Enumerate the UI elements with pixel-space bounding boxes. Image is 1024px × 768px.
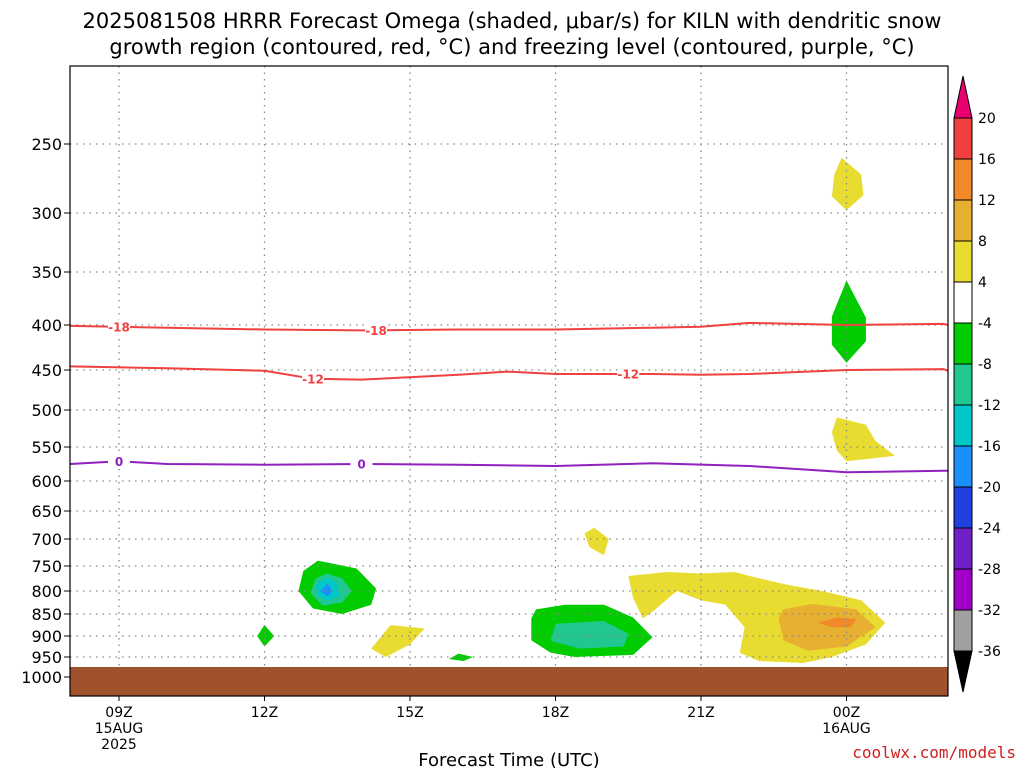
contour-label-bg: [350, 457, 373, 471]
colorbar-swatch: [953, 117, 973, 160]
colorbar-label: -12: [978, 398, 1001, 414]
x-tick-label: 00Z: [833, 705, 860, 721]
contour-label-bg: [108, 454, 130, 469]
y-tick-label: 550: [31, 438, 62, 457]
y-tick-label: 900: [31, 627, 62, 646]
colorbar-swatch: [953, 445, 973, 488]
y-tick-label: 250: [31, 135, 62, 154]
y-tick-label: 700: [31, 530, 62, 549]
plot-area: -18 -18 -12 -12 0 0: [69, 65, 949, 697]
omega-shaded-layer: [257, 157, 895, 663]
colorbar-swatch: [953, 240, 973, 283]
colorbar-swatch: [953, 609, 973, 652]
colorbar-label: 8: [978, 234, 987, 250]
y-tick-label: 850: [31, 605, 62, 624]
credit-text: coolwx.com/models: [852, 743, 1016, 762]
colorbar-label: -20: [978, 480, 1001, 496]
colorbar-swatch: [953, 404, 973, 447]
contour-label-bg: [302, 371, 324, 386]
omega-region-15: [778, 603, 876, 651]
contour-label: 0: [357, 458, 365, 472]
y-tick-label: 800: [31, 582, 62, 601]
colorbar-label: -8: [978, 357, 992, 373]
colorbar-top-arrow: [953, 75, 973, 119]
y-tick-label: 750: [31, 557, 62, 576]
contour-label: -18: [108, 320, 130, 334]
colorbar-label: -16: [978, 439, 1001, 455]
contour-line-2: [70, 460, 948, 474]
colorbar-swatch: [953, 281, 973, 324]
colorbar-swatch: [953, 568, 973, 611]
colorbar-swatch: [953, 486, 973, 529]
omega-region-0: [831, 157, 864, 211]
colorbar-label: 4: [978, 275, 987, 291]
colorbar-label: -24: [978, 521, 1001, 537]
colorbar: 20 16 12 8 4 -4 -8 -12 -16 -20 -24 -28 -32 -36: [953, 75, 1001, 693]
colorbar-swatch: [953, 199, 973, 242]
omega-region-1: [831, 280, 866, 363]
x-axis-title: Forecast Time (UTC): [418, 750, 599, 768]
omega-region-8: [320, 583, 333, 597]
x-tick-label: 2025: [101, 737, 137, 753]
contour-label-bg: [108, 319, 130, 334]
x-tick-label: 18Z: [542, 705, 569, 721]
colorbar-label: 12: [978, 193, 996, 209]
y-tick-label: 950: [31, 648, 62, 667]
chart-title-line-1: 2025081508 HRRR Forecast Omega (shaded, …: [83, 9, 942, 33]
colorbar-bottom-arrow: [953, 650, 973, 693]
omega-region-13: [550, 621, 629, 649]
omega-region-3: [831, 417, 895, 462]
contour-line-0: [70, 321, 949, 332]
colorbar-label: -36: [978, 644, 1001, 660]
x-tick-label: 09Z: [105, 705, 132, 721]
contour-label: -12: [302, 372, 324, 386]
plot-frame: [69, 65, 949, 697]
chart-title-line-2: growth region (contoured, red, °C) and f…: [109, 35, 914, 59]
omega-region-4: [584, 527, 609, 556]
colorbar-swatch: [953, 322, 973, 365]
colorbar-label: -28: [978, 562, 1001, 578]
surface-ground-fill: [70, 667, 948, 696]
x-tick-label: 21Z: [687, 705, 714, 721]
contour-label-bg: [365, 323, 388, 338]
colorbar-swatch: [953, 363, 973, 406]
contour-label: -18: [365, 324, 387, 338]
y-tick-label: 450: [31, 361, 62, 380]
contour-layer: -18 -18 -12 -12 0 0: [70, 319, 949, 474]
x-tick-label: 12Z: [251, 705, 278, 721]
contour-label-bg: [617, 367, 640, 381]
colorbar-label: 20: [978, 111, 996, 127]
x-tick-label: 15AUG: [95, 721, 144, 737]
surface-layer: [70, 667, 948, 696]
colorbar-label: -32: [978, 603, 1001, 619]
y-tick-label: 650: [31, 502, 62, 521]
y-tick-label: 300: [31, 204, 62, 223]
y-tick-label: 600: [31, 472, 62, 491]
y-tick-label: 350: [31, 263, 62, 282]
colorbar-swatch: [953, 527, 973, 570]
omega-region-10: [371, 625, 425, 657]
contour-line-1: [70, 365, 949, 381]
colorbar-label: -4: [978, 316, 992, 332]
contour-label: 0: [115, 455, 123, 469]
colorbar-swatch: [953, 158, 973, 201]
colorbar-label: 16: [978, 152, 996, 168]
x-tick-label: 15Z: [396, 705, 423, 721]
y-tick-label: 1000: [21, 668, 62, 687]
y-axis: 250 300 350 400 450 500 550 600 650 700 750 800 850 9…: [21, 135, 70, 687]
y-tick-label: 400: [31, 316, 62, 335]
y-tick-label: 500: [31, 401, 62, 420]
contour-label: -12: [617, 368, 639, 382]
x-tick-label: 16AUG: [822, 721, 871, 737]
